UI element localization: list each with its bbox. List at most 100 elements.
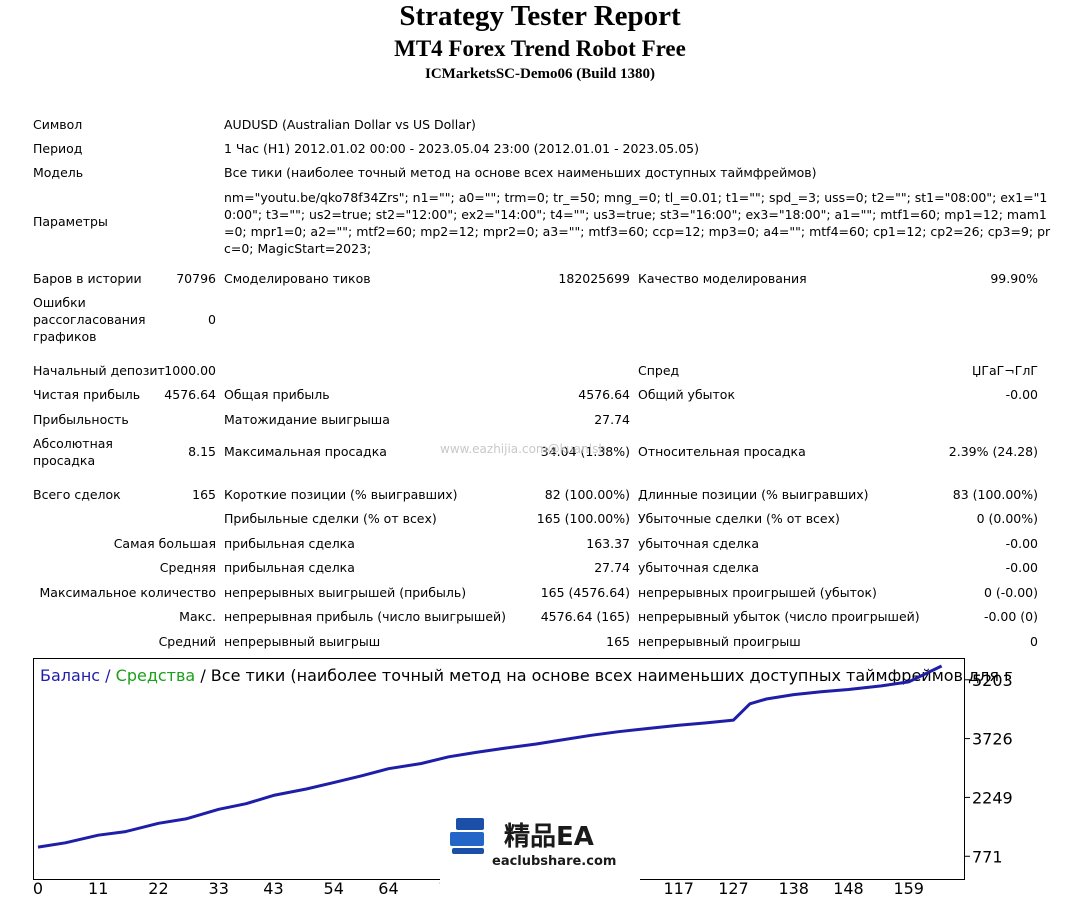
avg-cons-wins-label: непрерывный выигрыш [224, 634, 381, 649]
long-positions-label: Длинные позиции (% выигравших) [638, 487, 869, 502]
ticks-label: Смоделировано тиков [224, 271, 371, 286]
x-tick-label: 127 [718, 879, 749, 898]
y-tick-label: 2249 [972, 788, 1013, 807]
net-profit-value: 4576.64 [164, 387, 216, 402]
x-tick-label: 138 [778, 879, 809, 898]
largest-loss-value: -0.00 [1005, 536, 1038, 551]
gross-profit-value: 4576.64 [578, 387, 630, 402]
max-label: Макс. [179, 609, 216, 624]
average-loss-value: -0.00 [1005, 560, 1038, 575]
chart-legend: Баланс / Средства / Все тики (наиболее т… [40, 666, 1012, 685]
max-cons-wins-value: 165 (4576.64) [540, 585, 630, 600]
avg-cons-losses-label: непрерывный проигрыш [638, 634, 801, 649]
max-cons-profit-value: 4576.64 (165) [540, 609, 630, 624]
max-cons-profit-label: непрерывная прибыль (число выигрышей) [224, 609, 507, 624]
x-tick-label: 43 [263, 879, 283, 898]
quality-label: Качество моделирования [638, 271, 807, 286]
max-cons-losses-label: непрерывных проигрышей (убыток) [638, 585, 877, 600]
max-dd-label: Максимальная просадка [224, 444, 387, 459]
avg-cons-wins-value: 165 [606, 634, 630, 649]
max-cons-wins-label: непрерывных выигрышей (прибыль) [224, 585, 467, 600]
abs-dd-label-1: Абсолютная [33, 436, 113, 451]
rel-dd-value: 2.39% (24.28) [948, 444, 1038, 459]
largest-profit-label: прибыльная сделка [224, 536, 355, 551]
logo-url: eaclubshare.com [492, 854, 616, 869]
payoff-label: Матожидание выигрыша [224, 412, 390, 427]
bars-value: 70796 [176, 271, 216, 286]
spread-value: ЏГаГ¬ГлГ [971, 363, 1038, 378]
errors-value: 0 [208, 312, 216, 327]
balance-chart: Баланс / Средства / Все тики (наиболее т… [33, 658, 1013, 898]
rel-dd-label: Относительная просадка [638, 444, 806, 459]
model-label: Модель [33, 165, 84, 180]
period-label: Период [33, 141, 83, 156]
avg-cons-losses-value: 0 [1030, 634, 1038, 649]
avg-label: Средний [158, 634, 216, 649]
profit-trades-label: Прибыльные сделки (% от всех) [224, 511, 437, 526]
abs-dd-value: 8.15 [188, 444, 216, 459]
model-value: Все тики (наиболее точный метод на основ… [224, 165, 817, 180]
symbol-value: AUDUSD (Australian Dollar vs US Dollar) [224, 117, 476, 132]
total-trades-value: 165 [192, 487, 216, 502]
x-tick-label: 33 [209, 879, 229, 898]
short-positions-value: 82 (100.00%) [544, 487, 630, 502]
x-tick-label: 159 [893, 879, 924, 898]
max-cons-losses-value: 0 (-0.00) [983, 585, 1038, 600]
logo-icon [450, 818, 484, 854]
max-count-label: Максимальное количество [39, 585, 216, 600]
x-tick-label: 64 [378, 879, 398, 898]
max-dd-value: 34.04 (1.38%) [540, 444, 630, 459]
short-positions-label: Короткие позиции (% выигравших) [224, 487, 458, 502]
abs-dd-label-2: просадка [33, 453, 96, 468]
x-tick-label: 0 [33, 879, 43, 898]
symbol-label: Символ [33, 117, 83, 132]
report-title: Strategy Tester Report [399, 0, 681, 32]
loss-trades-value: 0 (0.00%) [976, 511, 1038, 526]
y-tick-label: 5203 [972, 671, 1013, 690]
errors-label-1: Ошибки [33, 295, 86, 310]
max-cons-loss-label: непрерывный убыток (число проигрышей) [638, 609, 920, 624]
average-loss-label: убыточная сделка [638, 560, 760, 575]
quality-value: 99.90% [990, 271, 1038, 286]
total-trades-label: Всего сделок [33, 487, 121, 502]
average-profit-label: прибыльная сделка [224, 560, 355, 575]
params-label: Параметры [33, 214, 108, 229]
x-tick-label: 54 [324, 879, 344, 898]
loss-trades-label: Убыточные сделки (% от всех) [638, 511, 840, 526]
average-profit-value: 27.74 [594, 560, 630, 575]
profit-factor-label: Прибыльность [33, 412, 129, 427]
params-value: nm="youtu.be/qko78f34Zrs"; n1=""; a0="";… [224, 190, 1051, 256]
deposit-value: 1000.00 [164, 363, 216, 378]
max-cons-loss-value: -0.00 (0) [983, 609, 1038, 624]
logo-title: 精品EA [504, 822, 594, 852]
gross-loss-label: Общий убыток [638, 387, 735, 402]
average-label: Средняя [159, 560, 216, 575]
watermark-text: www.eazhijia.com@kuanlsh [440, 442, 606, 456]
x-tick-label: 148 [833, 879, 864, 898]
balance-line [37, 664, 943, 849]
long-positions-value: 83 (100.00%) [952, 487, 1038, 502]
x-tick-label: 11 [88, 879, 108, 898]
payoff-value: 27.74 [594, 412, 630, 427]
errors-label-2: рассогласования [33, 312, 146, 327]
report-server: ICMarketsSC-Demo06 (Build 1380) [425, 66, 655, 82]
spread-label: Спред [638, 363, 680, 378]
largest-loss-label: убыточная сделка [638, 536, 760, 551]
largest-profit-value: 163.37 [586, 536, 630, 551]
logo-overlay: 精品EA eaclubshare.com [440, 790, 640, 898]
y-tick-label: 771 [972, 847, 1003, 866]
gross-loss-value: -0.00 [1005, 387, 1038, 402]
x-tick-label: 22 [148, 879, 168, 898]
deposit-label: Начальный депозит [33, 363, 165, 378]
legend-separator: / [100, 666, 116, 685]
bars-label: Баров в истории [33, 271, 142, 286]
legend-balance: Баланс [40, 666, 100, 685]
period-value: 1 Час (H1) 2012.01.02 00:00 - 2023.05.04… [224, 141, 699, 156]
net-profit-label: Чистая прибыль [33, 387, 141, 402]
profit-trades-value: 165 (100.00%) [536, 511, 630, 526]
largest-label: Самая большая [113, 536, 216, 551]
report-subtitle: MT4 Forex Trend Robot Free [394, 36, 686, 61]
errors-label-3: графиков [33, 329, 97, 344]
gross-profit-label: Общая прибыль [224, 387, 330, 402]
y-tick-label: 3726 [972, 730, 1013, 749]
